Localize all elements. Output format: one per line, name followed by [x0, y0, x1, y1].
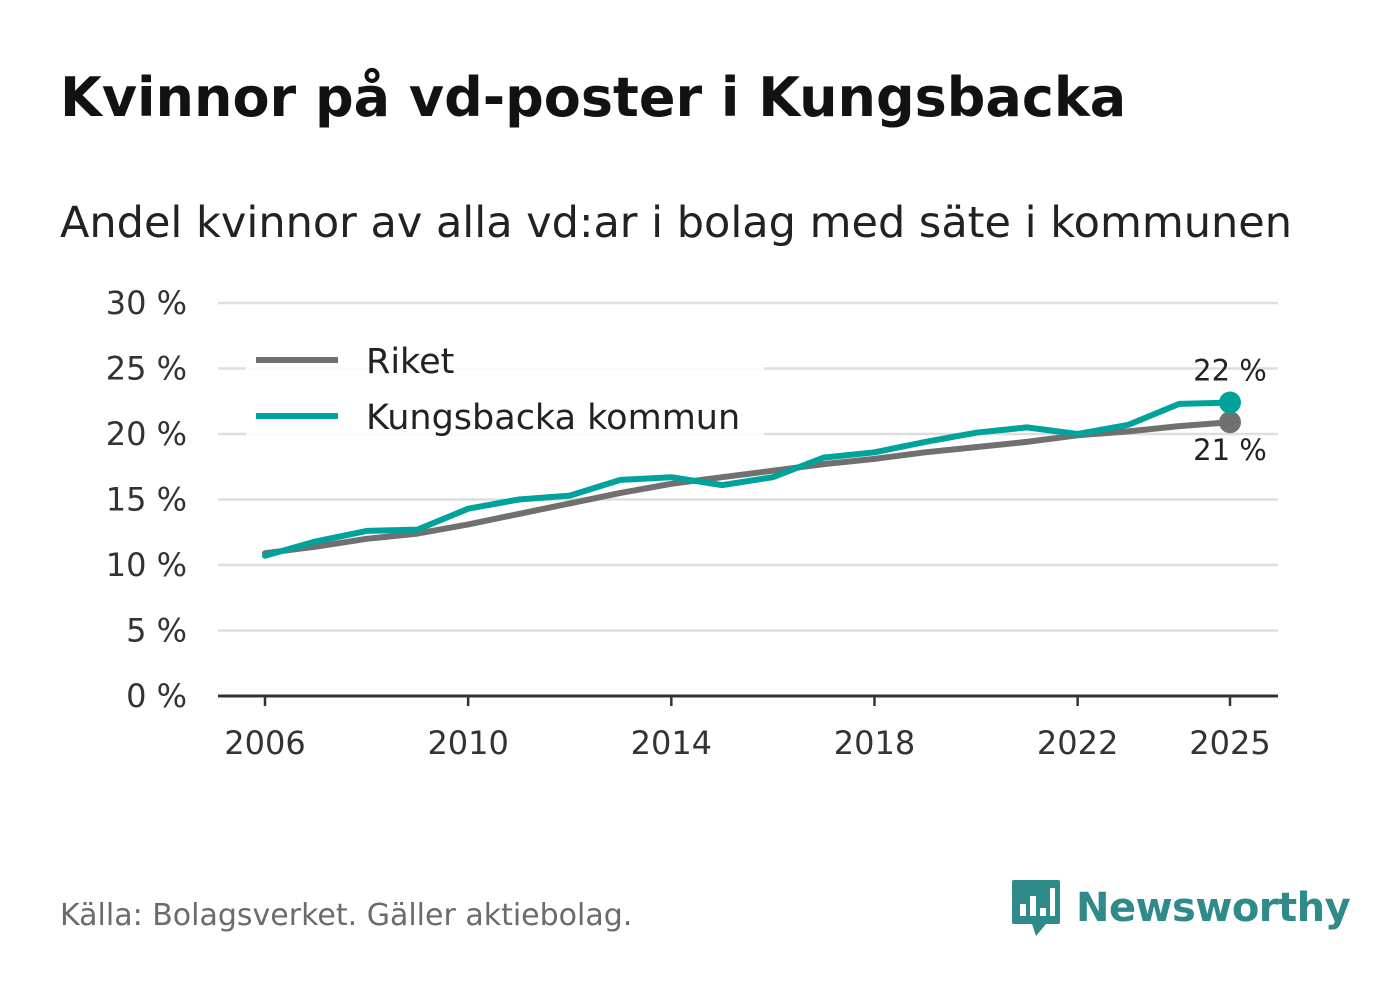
brand-name: Newsworthy	[1076, 885, 1351, 931]
y-tick-label: 15 %	[106, 481, 187, 519]
x-tick-label: 2025	[1189, 724, 1270, 762]
x-tick-label: 2014	[631, 724, 712, 762]
brand-logo[interactable]: Newsworthy	[1010, 878, 1351, 938]
x-tick-label: 2018	[834, 724, 915, 762]
x-tick-label: 2010	[427, 724, 508, 762]
series-line	[262, 419, 1233, 557]
end-value-labels: 21 % 22 %	[1193, 354, 1267, 468]
line-chart: 0 %5 %10 %15 %20 %25 %30 % 2006 2010 2014 2…	[106, 284, 1278, 762]
y-tick-label: 5 %	[126, 612, 187, 650]
y-tick-label: 25 %	[106, 350, 187, 388]
series-line	[262, 399, 1233, 559]
x-axis: 2006 2010 2014 2018 2022 2025	[218, 694, 1278, 762]
legend-background	[246, 330, 764, 438]
chart-subtitle: Andel kvinnor av alla vd:ar i bolag med …	[60, 198, 1292, 248]
legend-label: Kungsbacka kommun	[366, 398, 740, 438]
legend: Riket Kungsbacka kommun	[246, 330, 764, 438]
y-tick-label: 10 %	[106, 546, 187, 584]
end-value-label: 22 %	[1193, 354, 1267, 388]
series-end-point	[1219, 411, 1241, 434]
y-axis-tick-labels: 0 % 5 % 10 % 15 % 20 % 25 % 30 %	[106, 284, 187, 715]
source-note: Källa: Bolagsverket. Gäller aktiebolag.	[60, 898, 633, 933]
y-tick-label: 20 %	[106, 415, 187, 453]
y-tick-label: 0 %	[126, 677, 187, 715]
series-lines	[262, 391, 1241, 559]
series-end-point	[1219, 391, 1241, 414]
x-tick-label: 2022	[1037, 724, 1118, 762]
end-value-label: 21 %	[1193, 433, 1267, 467]
legend-label: Riket	[366, 342, 454, 382]
y-tick-label: 30 %	[106, 284, 187, 322]
newsworthy-logo-icon	[1012, 880, 1060, 936]
chart-title: Kvinnor på vd-poster i Kungsbacka	[60, 66, 1127, 129]
x-tick-label: 2006	[224, 724, 305, 762]
